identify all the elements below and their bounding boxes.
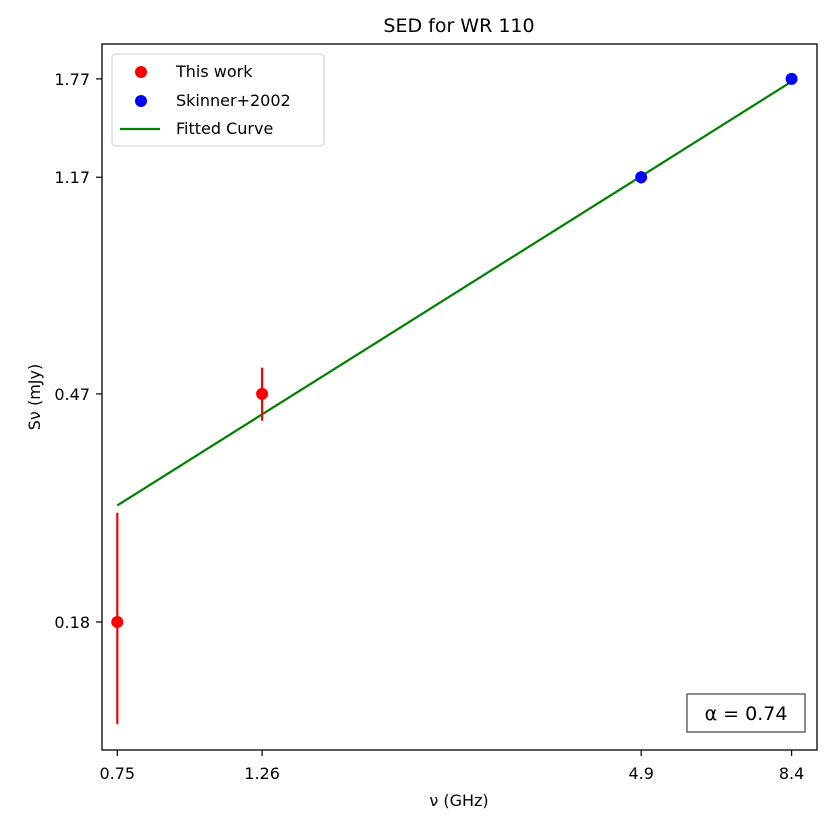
- legend-label-this-work: This work: [175, 62, 253, 81]
- x-tick-label: 0.75: [99, 764, 135, 783]
- annotation-text: α = 0.74: [705, 703, 788, 725]
- chart-title: SED for WR 110: [383, 15, 534, 37]
- x-axis-label: ν (GHz): [429, 791, 488, 810]
- axes-frame: [101, 43, 818, 751]
- legend-label-skinner: Skinner+2002: [176, 91, 291, 110]
- annotation-box: [686, 693, 806, 733]
- alpha-annotation: α = 0.74: [686, 693, 806, 733]
- data-point: [111, 615, 124, 628]
- plot-area: [111, 72, 798, 725]
- y-axis-label: Sν (mJy): [25, 364, 44, 430]
- y-tick-label: 1.77: [54, 70, 90, 89]
- data-point: [635, 171, 648, 184]
- y-tick-label: 0.18: [54, 613, 90, 632]
- y-tick-label: 1.17: [54, 168, 90, 187]
- x-tick-label: 8.4: [779, 764, 804, 783]
- legend: This work Skinner+2002 Fitted Curve: [111, 53, 325, 147]
- x-tick-label: 4.9: [628, 764, 653, 783]
- y-axis: 0.18 0.47 1.17 1.77: [54, 70, 102, 632]
- data-point: [256, 387, 269, 400]
- x-tick-label: 1.26: [244, 764, 280, 783]
- legend-label-fitted-curve: Fitted Curve: [176, 119, 273, 138]
- x-axis: 0.75 1.26 4.9 8.4: [99, 750, 804, 783]
- legend-marker-skinner: [135, 95, 147, 107]
- y-tick-label: 0.47: [54, 385, 90, 404]
- legend-box: [111, 53, 325, 147]
- fitted-curve-line: [116, 80, 793, 507]
- data-point: [785, 72, 798, 85]
- legend-marker-this-work: [135, 66, 147, 78]
